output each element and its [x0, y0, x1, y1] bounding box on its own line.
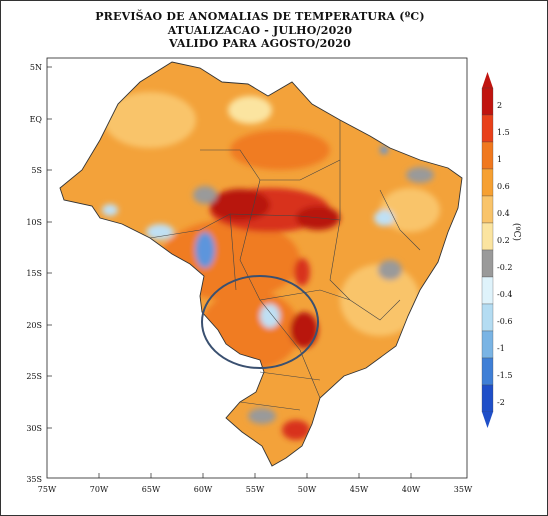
neutral-patch-3: [248, 408, 276, 424]
map-title: PREVIŠAO DE ANOMALIAS DE TEMPERATURA (ºC…: [95, 10, 425, 23]
colorbar-swatch: [481, 357, 494, 386]
colorbar-label: -1.5: [497, 371, 512, 380]
colorbar-swatch: [481, 276, 494, 305]
lon-label: 55W: [246, 485, 265, 494]
colorbar-label: -1: [497, 344, 505, 353]
lon-label: 45W: [350, 485, 369, 494]
cold-patch-rondonia: [195, 232, 215, 268]
map-subtitle-update: ATUALIZACAO - JULHO/2020: [167, 24, 353, 37]
cool-patch-acre: [146, 224, 174, 240]
colorbar-swatch: [481, 384, 494, 413]
map-subtitle-valid: VALIDO PARA AGOSTO/2020: [168, 37, 351, 50]
longitude-ticks: [98, 473, 412, 478]
strongest-anomaly-west: [210, 189, 270, 221]
lat-label: 5S: [31, 166, 42, 175]
lon-label: 60W: [194, 485, 213, 494]
colorbar-label: 0.4: [497, 209, 510, 218]
neutral-patch-2: [406, 167, 434, 183]
colorbar-swatch: [481, 249, 494, 278]
colorbar-unit: (ºC): [511, 223, 522, 241]
cool-patch-ms: [260, 304, 280, 328]
neutral-pale-north: [228, 96, 272, 124]
colorbar-label: 0.2: [497, 236, 510, 245]
lat-label: 15S: [26, 269, 42, 278]
colorbar-label: 2: [497, 101, 502, 110]
lon-label: 75W: [38, 485, 57, 494]
colorbar-bottom-arrow: [482, 412, 493, 428]
colorbar-swatch: [481, 222, 494, 251]
strong-anomaly-rs: [282, 420, 310, 440]
colorbar-swatch: [481, 330, 494, 359]
highlight-ring: [201, 275, 319, 369]
strong-anomaly-goias: [294, 258, 310, 286]
moderate-anomaly-north: [230, 130, 330, 170]
colorbar-swatch: [481, 195, 494, 224]
lat-label: 5N: [30, 63, 42, 72]
lat-label: 20S: [26, 321, 42, 330]
colorbar: 2 1.5 1 0.6 0.4 0.2 -0.2 -0.4 -0.6 -1 -1.5 -2: [481, 72, 512, 428]
lon-label: 50W: [298, 485, 317, 494]
lon-label: 65W: [142, 485, 161, 494]
neutral-patch-1: [193, 186, 217, 204]
colorbar-swatch: [481, 114, 494, 143]
latitude-labels: 5N EQ 5S 10S 15S 20S 25S 30S 35S: [26, 63, 42, 484]
lat-label: 35S: [26, 475, 42, 484]
lon-label: 40W: [402, 485, 421, 494]
lat-label: 30S: [26, 424, 42, 433]
state-borders: [149, 120, 421, 411]
colorbar-label: -2: [497, 398, 505, 407]
colorbar-swatch: [481, 168, 494, 197]
weak-anomaly-north: [104, 92, 196, 148]
colorbar-swatch: [481, 87, 494, 116]
colorbar-swatch: [481, 303, 494, 332]
colorbar-label: 1: [497, 155, 502, 164]
colorbar-top-arrow: [482, 72, 493, 88]
colorbar-label: 0.6: [497, 182, 510, 191]
lon-label: 35W: [454, 485, 473, 494]
cool-patch-bahia: [374, 210, 394, 226]
colorbar-swatch: [481, 141, 494, 170]
neutral-patch-4: [378, 260, 402, 280]
colorbar-label: -0.6: [497, 317, 512, 326]
longitude-labels: 75W 70W 65W 60W 55W 50W 45W 40W 35W: [38, 485, 473, 494]
colorbar-label: -0.4: [497, 290, 512, 299]
brazil-outline: [59, 61, 463, 467]
lat-label: 25S: [26, 372, 42, 381]
colorbar-label: 1.5: [497, 128, 510, 137]
latitude-ticks: [47, 66, 52, 429]
lat-label: EQ: [30, 115, 43, 124]
lon-label: 70W: [90, 485, 109, 494]
colorbar-label: -0.2: [497, 263, 512, 272]
cold-patch-ne: [380, 146, 388, 154]
strongest-anomaly-south: [290, 312, 318, 348]
cool-patch-west: [102, 204, 118, 216]
weak-anomaly-northeast: [380, 188, 440, 232]
lat-label: 10S: [26, 218, 42, 227]
weak-anomaly-southeast: [340, 264, 420, 336]
